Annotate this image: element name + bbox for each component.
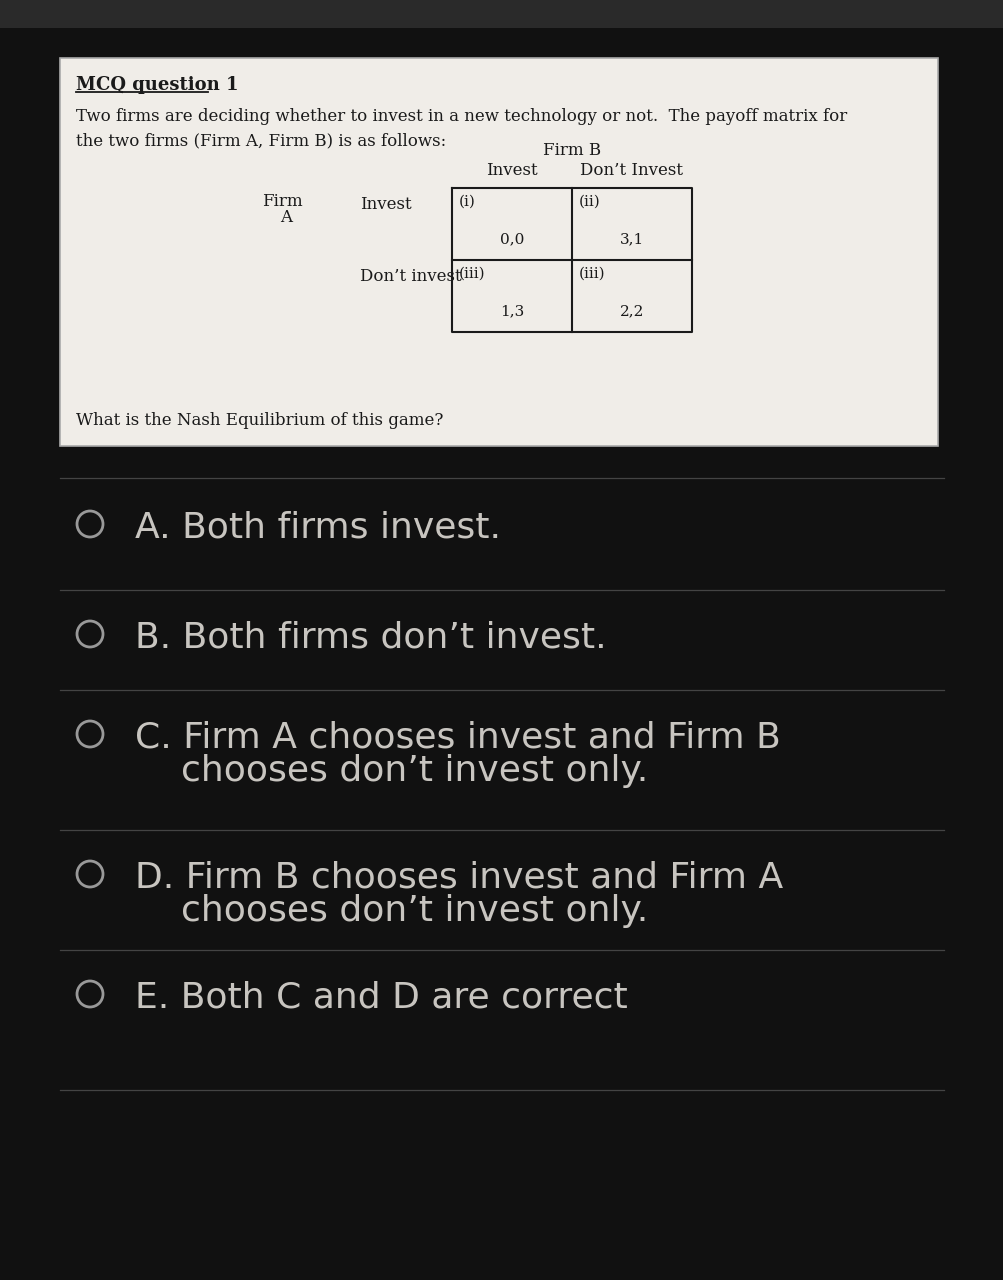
Text: (iii): (iii) bbox=[579, 268, 605, 282]
Text: (iii): (iii) bbox=[458, 268, 485, 282]
Bar bbox=[60, 58, 937, 445]
Text: D. Firm B chooses invest and Firm A: D. Firm B chooses invest and Firm A bbox=[134, 860, 782, 893]
Text: What is the Nash Equilibrium of this game?: What is the Nash Equilibrium of this gam… bbox=[76, 412, 443, 429]
Text: B. Both firms don’t invest.: B. Both firms don’t invest. bbox=[134, 620, 606, 654]
Text: MCQ question 1: MCQ question 1 bbox=[76, 76, 239, 93]
Text: 2,2: 2,2 bbox=[619, 305, 644, 319]
Text: (i): (i) bbox=[458, 195, 475, 209]
Text: chooses don’t invest only.: chooses don’t invest only. bbox=[134, 754, 648, 788]
Text: Invest: Invest bbox=[485, 163, 538, 179]
Text: Don’t Invest: Don’t Invest bbox=[580, 163, 683, 179]
Text: Two firms are deciding whether to invest in a new technology or not.  The payoff: Two firms are deciding whether to invest… bbox=[76, 108, 847, 125]
Text: Don’t invest: Don’t invest bbox=[360, 268, 461, 285]
Text: Firm: Firm bbox=[262, 193, 302, 210]
Bar bbox=[0, 0, 1003, 28]
Text: chooses don’t invest only.: chooses don’t invest only. bbox=[134, 893, 648, 928]
Text: 0,0: 0,0 bbox=[499, 233, 524, 247]
Text: 1,3: 1,3 bbox=[499, 305, 524, 319]
Text: (ii): (ii) bbox=[579, 195, 600, 209]
Text: Invest: Invest bbox=[360, 196, 411, 212]
Text: the two firms (Firm A, Firm B) is as follows:: the two firms (Firm A, Firm B) is as fol… bbox=[76, 132, 445, 148]
Text: A: A bbox=[280, 209, 292, 227]
Text: C. Firm A chooses invest and Firm B: C. Firm A chooses invest and Firm B bbox=[134, 719, 780, 754]
Text: E. Both C and D are correct: E. Both C and D are correct bbox=[134, 980, 627, 1014]
Text: A. Both firms invest.: A. Both firms invest. bbox=[134, 509, 500, 544]
Text: 3,1: 3,1 bbox=[619, 233, 644, 247]
Text: Firm B: Firm B bbox=[543, 142, 601, 159]
